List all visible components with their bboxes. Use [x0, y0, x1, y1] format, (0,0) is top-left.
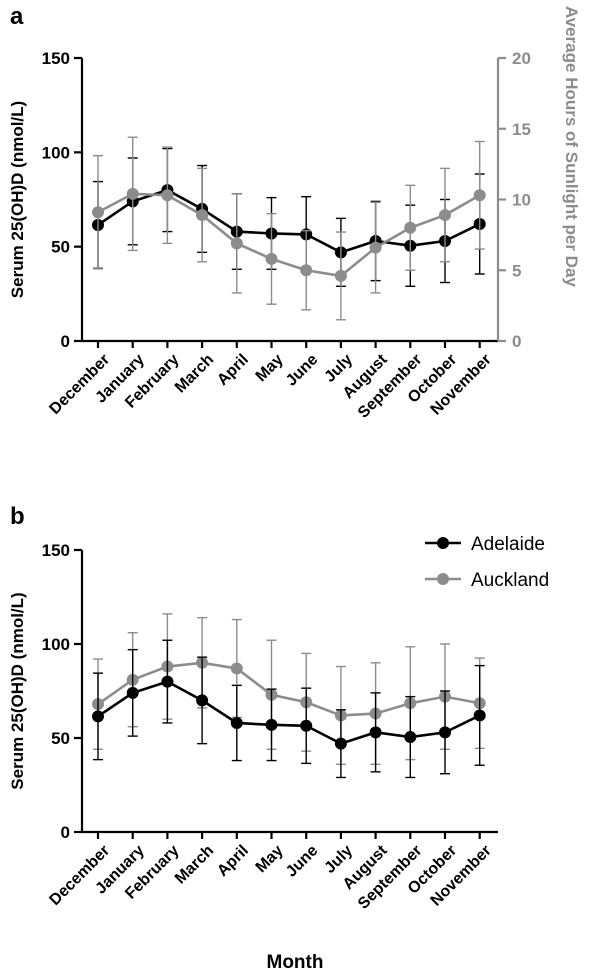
legend-marker: [437, 537, 449, 549]
data-point: [300, 264, 313, 277]
legend-label: Auckland: [471, 570, 549, 591]
series-line: [97, 661, 480, 717]
y-tick-label: 100: [42, 143, 70, 162]
y-tick-label: 0: [61, 823, 70, 842]
data-point: [161, 675, 174, 688]
y-tick-label: 150: [42, 541, 70, 560]
data-point: [161, 189, 174, 202]
y2-tick-label: 5: [512, 261, 521, 280]
data-point: [126, 686, 139, 699]
legend-marker: [437, 573, 449, 585]
y-tick-label: 50: [51, 729, 70, 748]
data-point: [92, 710, 104, 723]
legend: Adelaide Auckland: [425, 534, 549, 591]
data-point: [265, 252, 278, 265]
data-point: [473, 189, 486, 202]
y2-tick-label: 10: [512, 191, 531, 210]
y-tick-label: 50: [51, 238, 70, 257]
x-tick-label: June: [283, 351, 321, 389]
data-point: [265, 718, 278, 731]
panel-label: a: [10, 3, 24, 30]
data-point: [404, 731, 417, 744]
legend-label: Adelaide: [471, 534, 545, 555]
y2-tick-label: 15: [512, 120, 531, 139]
data-point: [439, 726, 451, 739]
x-tick-label: June: [283, 842, 321, 880]
series-1: [92, 613, 486, 766]
x-tick-label: May: [253, 351, 287, 385]
data-point: [230, 716, 243, 729]
data-point: [369, 241, 382, 254]
data-point: [230, 237, 243, 250]
x-axis-label: Month: [267, 952, 324, 973]
x-tick-label: April: [214, 842, 252, 880]
y2-tick-label: 20: [512, 49, 531, 68]
data-point: [473, 709, 486, 722]
data-point: [126, 187, 139, 200]
x-tick-label: March: [172, 351, 217, 396]
x-tick-label: March: [172, 842, 217, 887]
data-point: [334, 737, 347, 750]
y2-axis-label: Average Hours of Sunlight per Day: [562, 6, 581, 287]
series-line: [97, 680, 481, 746]
data-point: [404, 221, 417, 234]
y-tick-label: 0: [61, 332, 70, 351]
panel-label: b: [10, 503, 25, 530]
series-0: [92, 639, 486, 779]
data-point: [230, 662, 243, 675]
y-axis-label: Serum 25(OH)D (nmol/L): [8, 592, 27, 789]
data-point: [196, 209, 209, 222]
data-point: [439, 209, 451, 222]
x-tick-label: May: [253, 842, 287, 876]
data-point: [300, 719, 313, 732]
y-tick-label: 100: [42, 635, 70, 654]
y-tick-label: 150: [42, 49, 70, 68]
data-point: [334, 269, 347, 282]
data-point: [92, 206, 104, 219]
series-1: [92, 136, 486, 321]
data-point: [196, 694, 209, 707]
series-line: [97, 188, 481, 254]
y2-tick-label: 0: [512, 332, 521, 351]
x-tick-label: April: [214, 351, 252, 389]
y-axis-label: Serum 25(OH)D (nmol/L): [8, 101, 27, 298]
data-point: [369, 726, 382, 739]
